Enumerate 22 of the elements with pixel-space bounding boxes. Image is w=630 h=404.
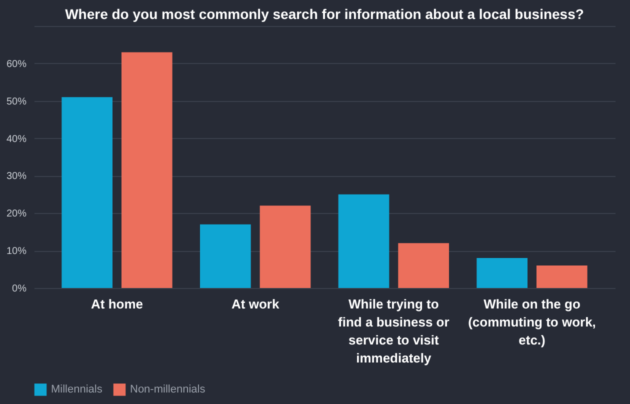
legend-label: Non-millennials (130, 384, 206, 396)
legend-label: Millennials (51, 384, 103, 396)
bar (536, 266, 588, 288)
x-tick-label: At work (231, 296, 280, 312)
y-tick-label: 30% (6, 171, 27, 182)
chart-title: Where do you most commonly search for information about a local business? (65, 6, 584, 22)
y-tick-label: 20% (6, 208, 27, 220)
bar (338, 194, 390, 288)
bar (398, 243, 449, 288)
x-tick-label: At home (91, 296, 143, 312)
bar (121, 52, 172, 288)
x-tick-label: While trying to find a business or service to visit immediately (338, 296, 450, 366)
y-tick-label: 10% (6, 246, 27, 258)
bar (62, 97, 113, 288)
y-tick-label: 40% (6, 134, 27, 145)
y-tick-label: 50% (6, 96, 27, 108)
y-tick-label: 0% (12, 284, 27, 294)
bar (200, 224, 251, 288)
x-tick-label: While on the go (commuting to work, etc.) (468, 296, 596, 348)
y-tick-label: 60% (6, 58, 27, 70)
bar (260, 206, 311, 288)
bar (476, 258, 528, 288)
